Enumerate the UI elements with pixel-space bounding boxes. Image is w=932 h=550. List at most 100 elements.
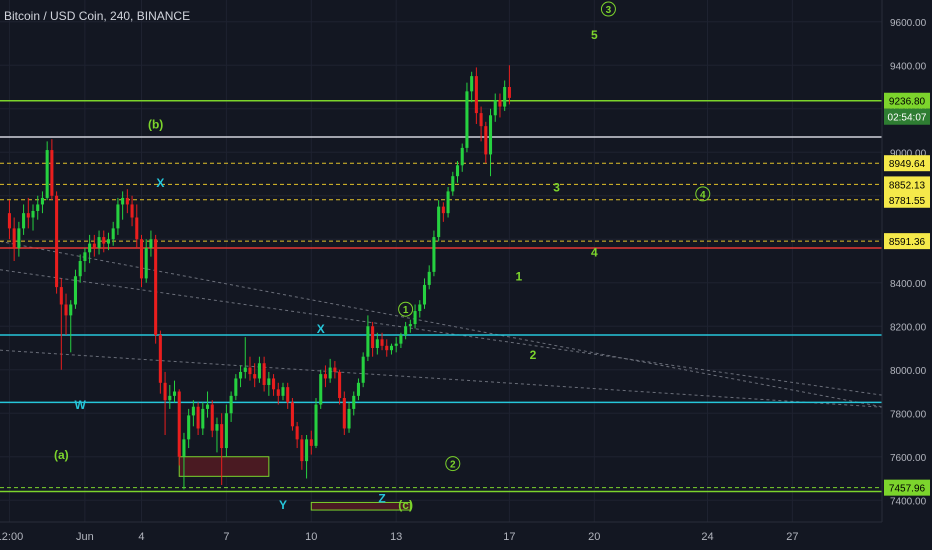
candle-body: [220, 424, 224, 449]
candle-body: [460, 147, 464, 166]
price-label-box: [884, 191, 930, 208]
x-tick-label: 17: [503, 531, 515, 543]
wave-circle-marker: [398, 301, 414, 317]
candle-body: [154, 239, 158, 335]
candle-body: [413, 311, 417, 325]
y-tick-label: 9400.00: [890, 61, 927, 72]
candle-body: [17, 228, 21, 248]
candle-body: [205, 404, 210, 409]
candle-body: [182, 439, 186, 457]
candle-body: [88, 243, 92, 253]
candle-body: [309, 439, 313, 446]
candle-body: [286, 387, 290, 403]
candle-body: [432, 237, 436, 272]
countdown-timer: 02:54:07: [888, 113, 927, 124]
candle-body: [314, 404, 318, 446]
zone-box: [310, 501, 411, 511]
candle-body: [470, 76, 474, 92]
candle-body: [243, 367, 247, 372]
candle-body: [451, 176, 455, 192]
candle-body: [234, 378, 238, 396]
candle-body: [168, 395, 172, 401]
candle-body: [224, 413, 228, 449]
candle-body: [488, 115, 493, 155]
candle-body: [257, 363, 261, 379]
candle-body: [78, 261, 82, 277]
candle-body: [484, 126, 488, 155]
y-tick-label: 9600.00: [890, 18, 927, 29]
wave-label: W: [75, 398, 87, 412]
candle-body: [172, 391, 177, 396]
candle-body: [50, 150, 54, 196]
candle-body: [408, 324, 412, 327]
countdown-box: [884, 108, 930, 125]
candle-body: [422, 284, 427, 305]
candle-body: [22, 213, 26, 229]
x-tick-label: 7: [223, 531, 229, 543]
candle-body: [12, 228, 16, 248]
candle-body: [130, 204, 134, 218]
candle-body: [248, 367, 252, 375]
time-axis-background: [0, 522, 932, 550]
candle-body: [356, 382, 360, 396]
wave-circle-marker: [445, 456, 461, 472]
candle-body: [7, 213, 11, 229]
candle-body: [59, 287, 63, 305]
candle-body: [385, 345, 389, 351]
candle-body: [503, 87, 507, 107]
candle-body: [83, 252, 87, 261]
candle-body: [267, 378, 271, 385]
candle-body: [31, 210, 35, 218]
candle-body: [427, 271, 431, 285]
candle-body: [394, 343, 398, 346]
time-axis[interactable]: 12:00 Jun 4 7 10 13 17 20 24 27: [0, 521, 932, 550]
candle-body: [64, 304, 68, 316]
candle-body: [135, 217, 139, 240]
wave-label: 2: [530, 348, 537, 362]
candle-body: [116, 204, 120, 229]
candle-body: [399, 334, 403, 344]
candle-body: [201, 408, 205, 429]
candle-body: [26, 213, 30, 218]
candle-body: [352, 395, 356, 409]
trend-line: [0, 269, 932, 403]
price-label-box: [884, 155, 930, 172]
candle-body: [305, 439, 309, 462]
candle-body: [177, 391, 181, 457]
candle-body: [366, 326, 370, 357]
x-tick-label: 13: [390, 531, 402, 543]
candle-body: [276, 389, 280, 396]
wave-circle-marker: [600, 1, 616, 17]
wave-label: (a): [54, 448, 69, 462]
price-label-text: 9236.80: [889, 97, 926, 108]
candle-body: [229, 395, 233, 414]
candle-body: [36, 204, 40, 211]
candle-body: [158, 334, 162, 383]
candle-body: [55, 195, 59, 288]
candle-body: [187, 415, 191, 440]
candle-body: [389, 345, 394, 351]
price-axis-background: [882, 0, 932, 522]
candle-body: [253, 374, 257, 379]
y-tick-label: 9000.00: [890, 148, 927, 159]
candle-body: [290, 402, 294, 427]
candle-body: [281, 387, 285, 396]
candle-body: [300, 439, 304, 462]
candle-body: [418, 304, 422, 312]
wave-label: Y: [279, 498, 287, 512]
trend-lines: [0, 240, 932, 417]
price-axis[interactable]: 7400.00 7600.00 7800.00 8000.00 8200.00 8400.…: [881, 0, 932, 522]
wave-label: Z: [378, 491, 385, 505]
x-tick-label: 27: [786, 531, 798, 543]
wave-label: 2: [450, 460, 456, 471]
x-tick-label: 10: [305, 531, 317, 543]
price-label-text: 8949.64: [889, 159, 926, 170]
y-tick-label: 7600.00: [890, 453, 927, 464]
wave-circle-marker: [695, 186, 711, 202]
candle-body: [446, 191, 450, 214]
candle-body: [441, 206, 445, 214]
candle-body: [239, 371, 243, 379]
candle-body: [111, 228, 115, 240]
price-label-box: [884, 92, 930, 109]
